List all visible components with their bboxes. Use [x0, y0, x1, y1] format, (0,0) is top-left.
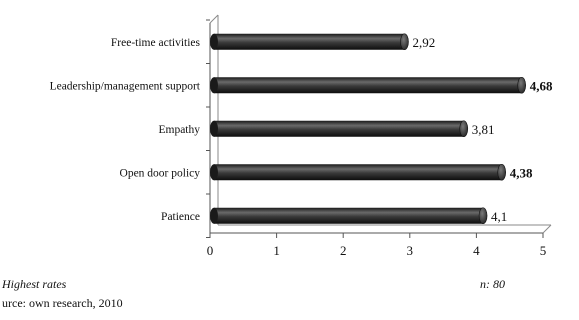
value-label-0: 2,92 — [412, 35, 435, 50]
bar-4 — [214, 207, 484, 224]
x-tick-label-1: 1 — [273, 243, 280, 258]
bar-base-cap-1 — [210, 77, 218, 94]
value-label-2: 3,81 — [472, 122, 495, 137]
category-label-2: Empathy — [158, 124, 200, 136]
bar-end-cap-4 — [478, 207, 488, 225]
bar-base-cap-2 — [210, 120, 218, 137]
sample-size-note: n: 80 — [480, 277, 505, 291]
bar-base-cap-4 — [210, 207, 218, 224]
bar-1 — [214, 77, 522, 94]
value-label-1: 4,68 — [530, 78, 553, 93]
floor-right-edge — [542, 224, 552, 234]
bar-2 — [214, 120, 464, 137]
source-note: urce: own research, 2010 — [2, 296, 123, 310]
x-tick-label-0: 0 — [207, 243, 214, 258]
x-tick-label-4: 4 — [473, 243, 480, 258]
bar-3 — [214, 164, 502, 181]
value-label-4: 4,1 — [491, 209, 507, 224]
legend-note: Highest rates — [2, 277, 67, 291]
bar-end-cap-1 — [517, 76, 526, 94]
frame-top-edge — [209, 14, 219, 24]
x-tick-label-2: 2 — [340, 243, 347, 258]
bar-end-cap-2 — [459, 120, 469, 138]
axes — [206, 14, 552, 238]
bar-base-cap-3 — [210, 164, 218, 181]
value-label-3: 4,38 — [510, 165, 533, 180]
labels: 0 1 2 3 4 5 Free-time activities 2,92 Leadership… — [50, 35, 553, 258]
bars — [210, 33, 526, 225]
x-tick-label-3: 3 — [407, 243, 414, 258]
bar-end-cap-0 — [400, 33, 409, 51]
bar-end-cap-3 — [497, 163, 507, 181]
bar-0 — [214, 33, 405, 50]
category-label-1: Leadership/management support — [50, 80, 201, 92]
x-tick-label-5: 5 — [540, 243, 547, 258]
category-label-4: Patience — [161, 211, 200, 223]
bar-base-cap-0 — [210, 33, 218, 50]
category-label-0: Free-time activities — [111, 37, 201, 49]
category-label-3: Open door policy — [120, 167, 201, 179]
